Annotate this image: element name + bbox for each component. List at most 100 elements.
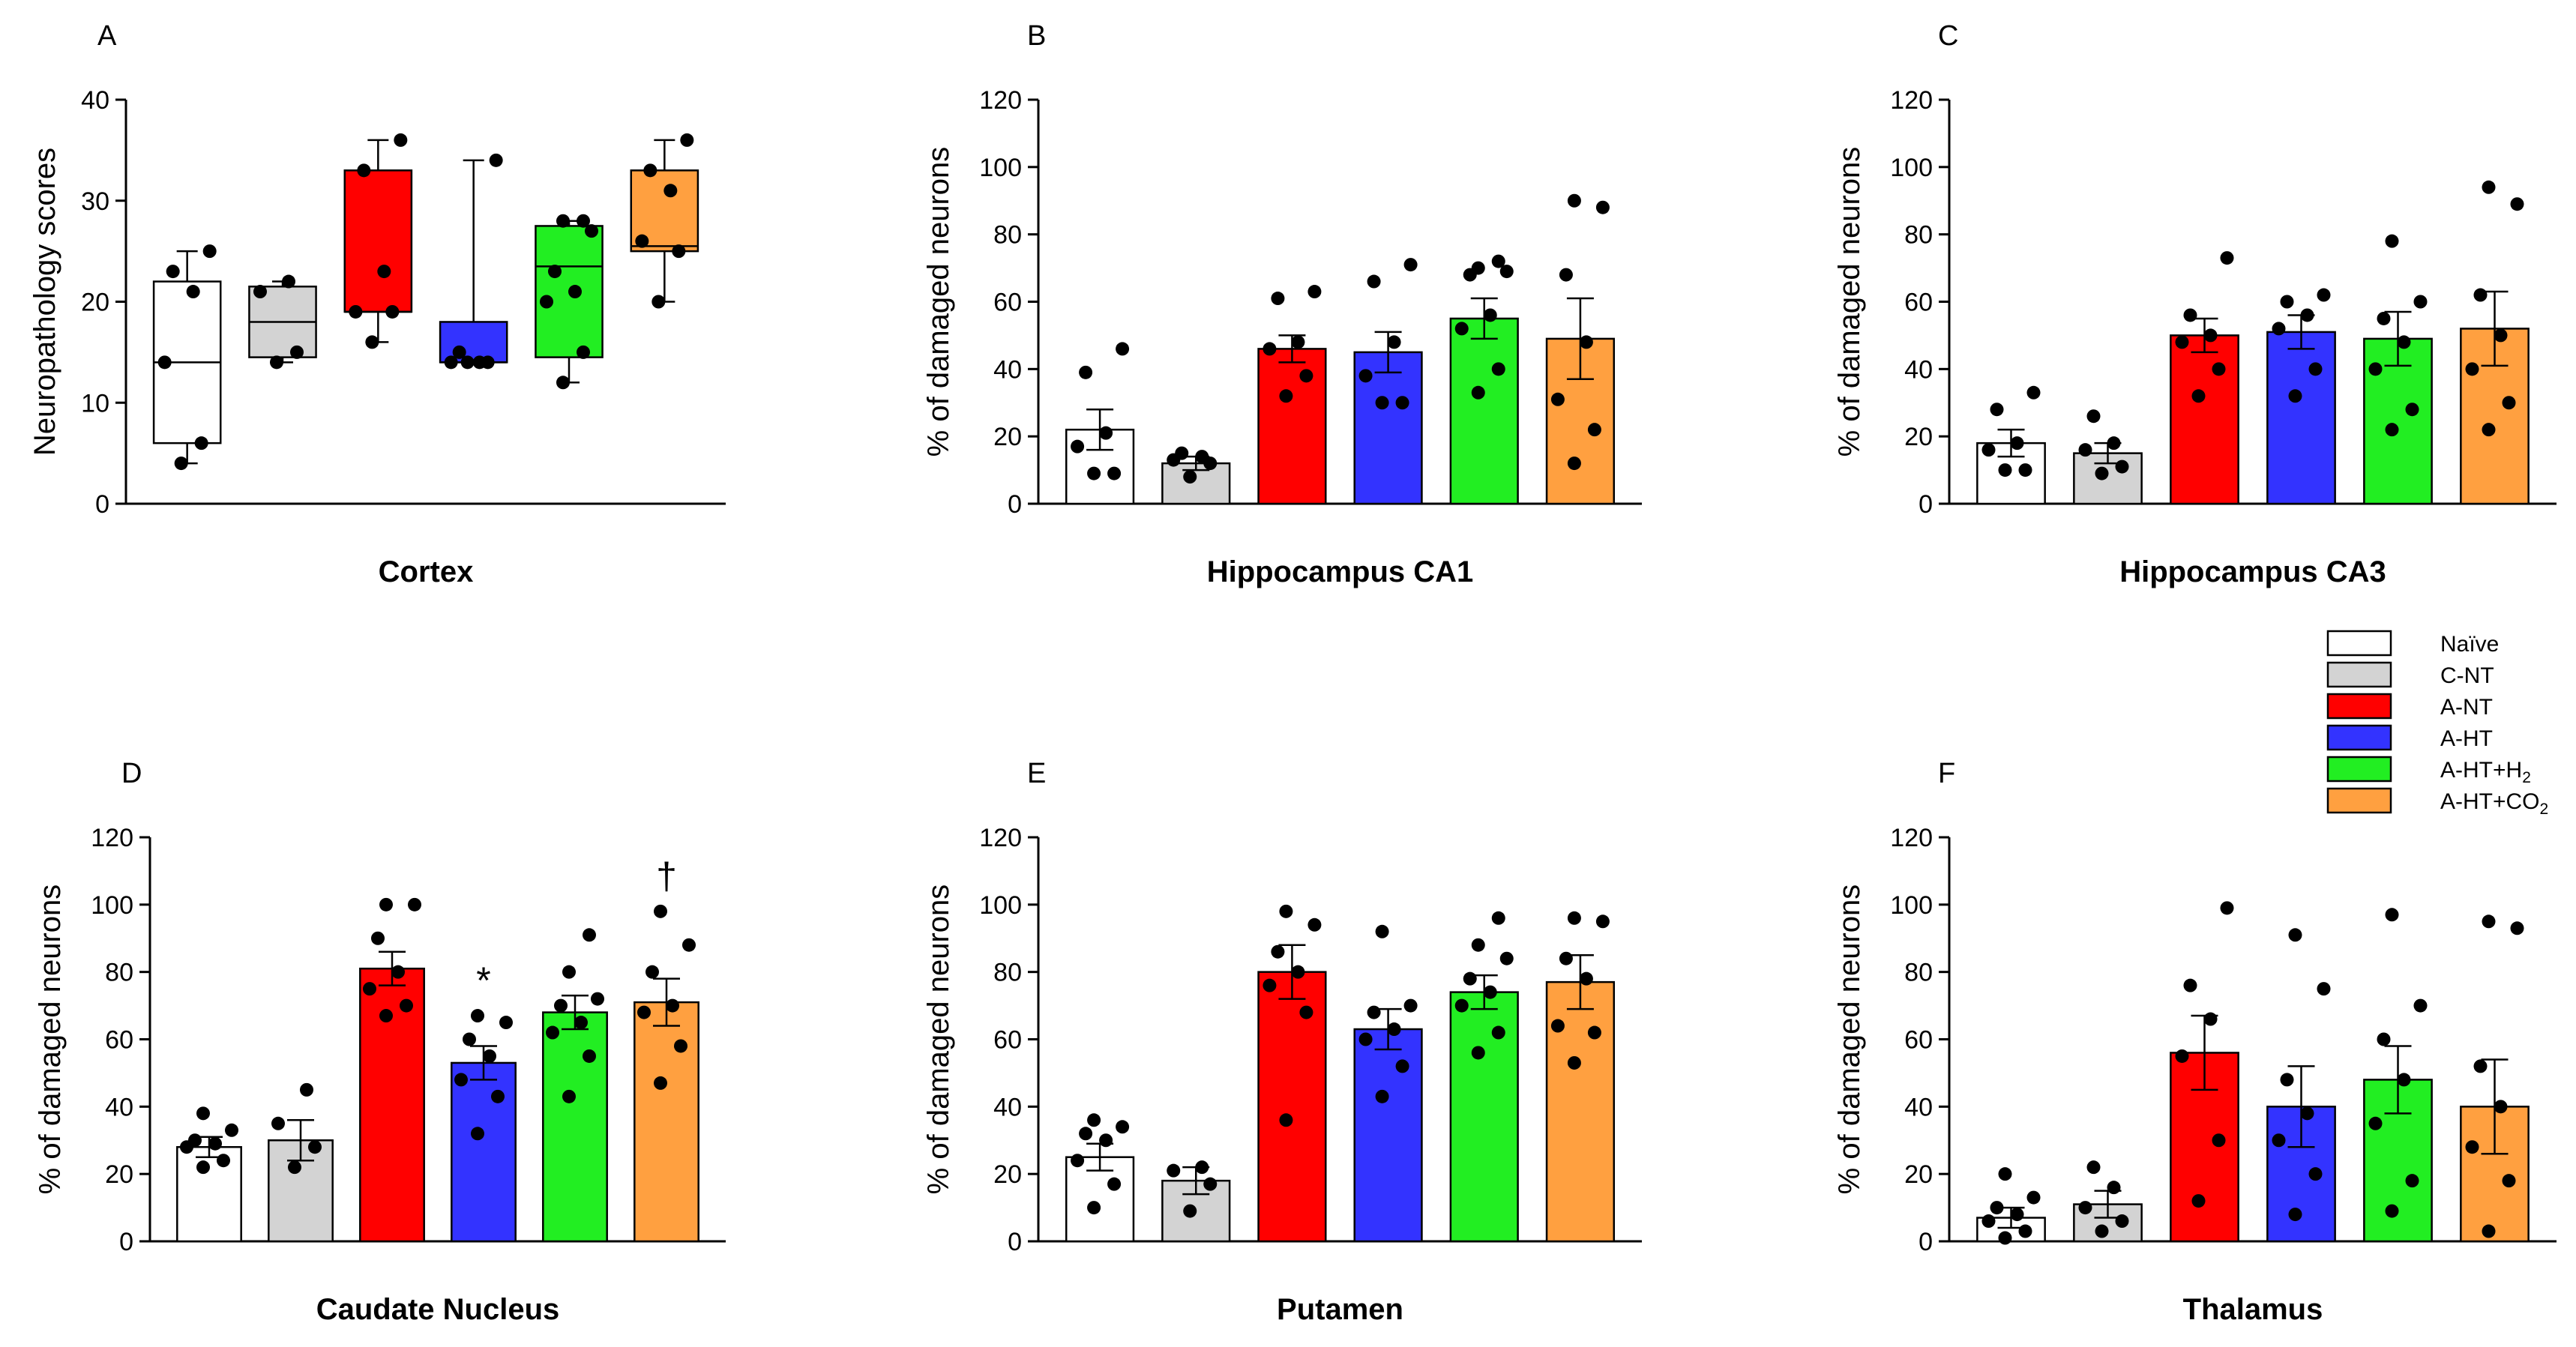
data-point (1595, 200, 1610, 214)
data-point (379, 1009, 393, 1023)
data-point (591, 992, 604, 1006)
group-naive (176, 1106, 242, 1243)
data-point (2510, 197, 2524, 211)
data-point (2280, 295, 2294, 309)
legend-label-naive: Naïve (2440, 632, 2499, 657)
data-point (2317, 288, 2331, 302)
data-point (2482, 180, 2496, 194)
legend-swatch-a-ht (2326, 724, 2392, 751)
data-point (1087, 1113, 1101, 1127)
y-tick-label: 40 (81, 86, 109, 115)
data-point (1307, 285, 1322, 299)
data-point (1367, 274, 1381, 289)
data-point (208, 1136, 222, 1151)
data-point (2191, 389, 2206, 403)
data-point (1395, 1059, 1409, 1073)
panel-letter: A (97, 20, 117, 52)
group-c-nt (2073, 409, 2143, 505)
data-point (568, 285, 582, 299)
data-point (562, 965, 576, 979)
data-point (2288, 928, 2302, 942)
group-c-nt (268, 1082, 334, 1243)
y-axis-label: % of damaged neurons (1833, 885, 1866, 1195)
data-point (1550, 392, 1565, 406)
data-point (2272, 1133, 2286, 1148)
data-point (574, 1016, 588, 1030)
data-point (2502, 396, 2516, 410)
legend-swatch-a-ht-h2 (2326, 756, 2392, 783)
data-point (270, 355, 283, 370)
box (343, 169, 413, 313)
data-point (288, 1160, 301, 1175)
data-point (2397, 1073, 2411, 1087)
data-point (663, 184, 678, 198)
data-point (583, 1049, 596, 1063)
y-axis-label: Neuropathology scores (28, 148, 61, 456)
data-point (1203, 1177, 1218, 1191)
data-point (2494, 1100, 2508, 1114)
group-a-nt (1257, 904, 1327, 1243)
panel-f: F 0 20 40 60 80 100 120 % of damaged neurons Thal… (1833, 758, 2557, 1326)
data-point (540, 295, 553, 309)
data-point (1587, 423, 1601, 437)
data-point (2308, 362, 2323, 376)
data-point (1195, 1160, 1209, 1175)
data-point (2175, 335, 2189, 349)
data-point (2494, 328, 2508, 343)
data-point (1183, 1204, 1197, 1218)
data-point (2272, 322, 2286, 336)
data-point (1567, 1055, 1581, 1070)
group-a-ht-h2 (1449, 254, 1519, 505)
data-point (2482, 423, 2496, 437)
group-a-ht-co2 (2460, 180, 2530, 505)
group-a-ht-h2 (1449, 911, 1519, 1243)
data-point (1263, 978, 1277, 992)
group-a-ht-h2 (535, 214, 604, 390)
data-point (186, 285, 200, 299)
data-point (1471, 385, 1485, 400)
data-point (452, 345, 466, 359)
data-point (1403, 998, 1418, 1013)
data-point (1403, 258, 1418, 272)
data-point (1491, 362, 1505, 376)
data-point (2010, 1208, 2024, 1222)
data-point (2413, 295, 2428, 309)
data-point (1998, 463, 2012, 477)
group-a-ht (2266, 288, 2336, 505)
bar (176, 1145, 242, 1243)
data-point (1358, 1032, 1373, 1046)
data-point (463, 1032, 476, 1046)
y-tick-label: 100 (1890, 154, 1933, 182)
data-point (363, 982, 376, 996)
data-point (1375, 924, 1389, 938)
data-point (577, 214, 590, 228)
y-tick-label: 60 (105, 1026, 133, 1055)
data-point (2212, 362, 2226, 376)
data-point (1299, 369, 1313, 383)
group-naive (1976, 385, 2046, 505)
y-tick-label: 40 (105, 1093, 133, 1121)
data-point (2368, 362, 2383, 376)
y-axis-label: % of damaged neurons (922, 885, 955, 1195)
legend-swatch-naive (2326, 630, 2392, 657)
group-a-ht (439, 153, 508, 370)
data-point (1595, 914, 1610, 929)
data-point (1291, 965, 1305, 979)
group-c-nt (1161, 446, 1231, 505)
bar (2266, 331, 2336, 505)
data-point (1079, 1127, 1093, 1141)
data-point (1567, 193, 1581, 208)
panel-d: D 0 20 40 60 80 100 120 % of damaged neurons Caud… (34, 758, 726, 1326)
data-point (1990, 1201, 2004, 1215)
data-point (1387, 335, 1401, 349)
y-tick-label: 80 (993, 221, 1022, 250)
legend: Naïve C-NT A-NT A-HT A-HT+H2 A-HT+CO2 (2326, 630, 2548, 818)
y-tick-label: 30 (81, 187, 109, 216)
bar (1449, 317, 1519, 505)
data-point (548, 265, 562, 279)
y-tick-label: 10 (81, 389, 109, 418)
group-a-nt (343, 133, 413, 349)
data-point (225, 1123, 238, 1137)
data-point (556, 214, 570, 228)
